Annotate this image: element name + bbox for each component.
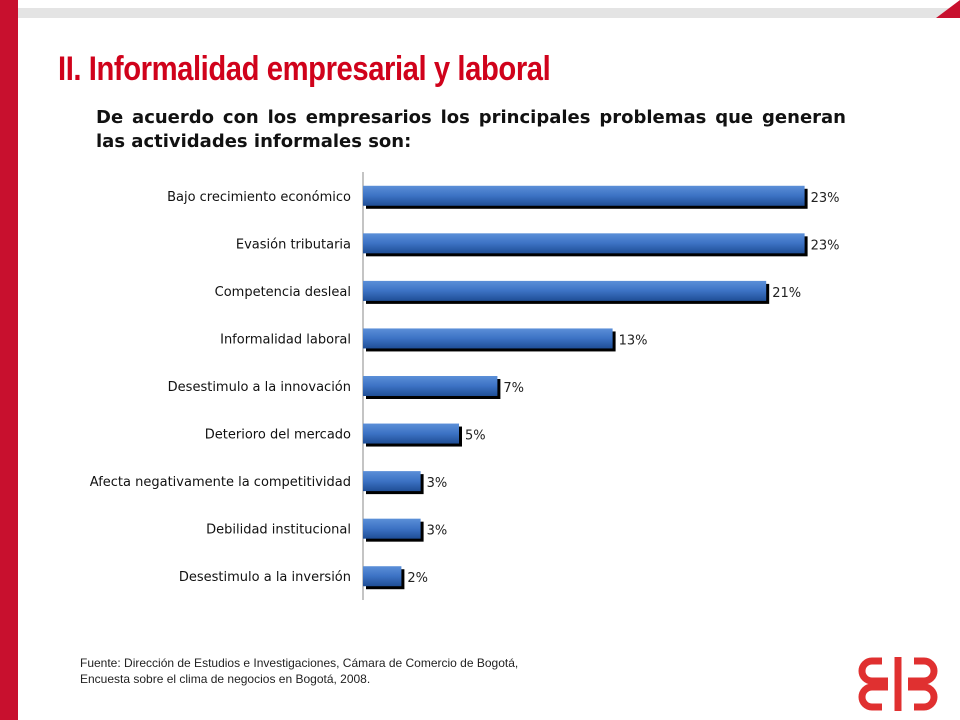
category-label: Evasión tributaria xyxy=(236,237,351,252)
data-label: 23% xyxy=(811,238,840,253)
source-note: Fuente: Dirección de Estudios e Investig… xyxy=(80,655,518,687)
data-label: 3% xyxy=(427,476,448,491)
category-label: Desestimulo a la inversión xyxy=(179,570,351,585)
source-line-2: Encuesta sobre el clima de negocios en B… xyxy=(80,672,371,686)
data-label: 5% xyxy=(465,429,486,444)
bar xyxy=(363,185,805,206)
category-label: Debilidad institucional xyxy=(206,523,351,538)
category-label: Deterioro del mercado xyxy=(205,428,351,443)
source-line-1: Fuente: Dirección de Estudios e Investig… xyxy=(80,656,519,670)
bar xyxy=(363,328,613,349)
bar xyxy=(363,471,421,492)
bar xyxy=(363,280,767,301)
data-label: 13% xyxy=(619,333,648,348)
bar xyxy=(363,233,805,254)
category-label: Desestimulo a la innovación xyxy=(168,380,351,395)
page-title: II. Informalidad empresarial y laboral xyxy=(58,50,551,88)
data-label: 7% xyxy=(503,381,524,396)
data-label: 3% xyxy=(427,524,448,539)
bar xyxy=(363,376,498,396)
data-label: 21% xyxy=(772,286,801,301)
left-accent-bar xyxy=(0,0,18,720)
ccb-logo xyxy=(858,657,938,711)
bar xyxy=(363,566,402,587)
top-stripe xyxy=(18,0,960,18)
bar-chart: Bajo crecimiento económico 23% Evasión tri… xyxy=(90,172,840,600)
category-label: Competencia desleal xyxy=(215,285,351,300)
bar xyxy=(363,518,421,539)
category-label: Bajo crecimiento económico xyxy=(167,190,351,205)
bar xyxy=(363,423,459,444)
page-subtitle: De acuerdo con los empresarios los princ… xyxy=(96,107,846,152)
category-label: Informalidad laboral xyxy=(220,332,351,347)
category-label: Afecta negativamente la competitividad xyxy=(90,475,351,490)
data-label: 23% xyxy=(811,191,840,206)
data-label: 2% xyxy=(407,571,428,586)
